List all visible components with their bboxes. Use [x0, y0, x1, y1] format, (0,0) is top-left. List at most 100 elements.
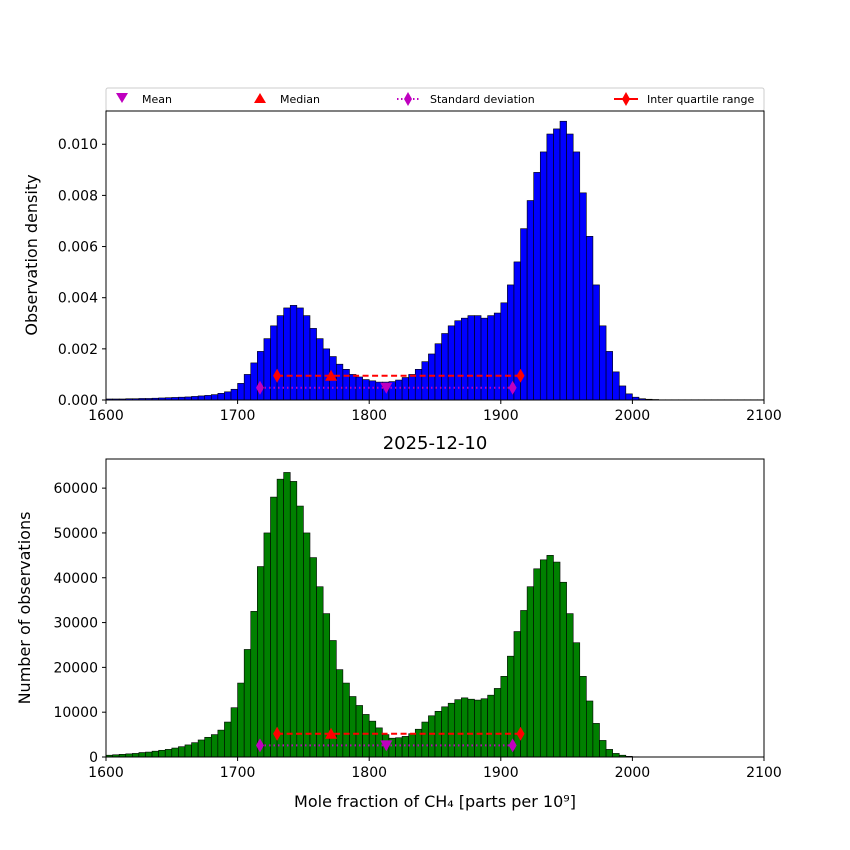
- count-bar: [237, 682, 245, 758]
- count-x-axis: 1600 1700 1800 1900 2000 2100: [88, 757, 782, 781]
- density-x-tick-label: 1600: [88, 408, 124, 424]
- count-bar: [349, 696, 357, 758]
- density-bar: [480, 317, 488, 401]
- density-bar: [263, 338, 271, 401]
- count-bar: [171, 747, 179, 758]
- density-x-tick-label: 1700: [220, 408, 256, 424]
- density-histogram-plot: 1600 1700 1800 1900 2000 2100 0.000 0.002 0.004…: [22, 110, 782, 424]
- density-bar: [500, 302, 508, 401]
- count-bar: [191, 742, 199, 758]
- count-bar: [553, 561, 561, 758]
- density-bar: [217, 393, 225, 401]
- density-bar: [368, 380, 377, 401]
- density-bar: [526, 200, 534, 401]
- density-bar: [362, 379, 370, 401]
- density-y-tick-label: 0.006: [58, 240, 98, 256]
- density-bar: [414, 369, 423, 401]
- density-x-axis: 1600 1700 1800 1900 2000 2100: [88, 400, 782, 424]
- count-bar: [579, 676, 587, 758]
- count-y-tick-label: 60000: [53, 481, 98, 497]
- count-bar: [447, 702, 456, 758]
- count-bar: [257, 566, 265, 758]
- density-bar: [237, 383, 245, 401]
- count-bar: [184, 744, 192, 758]
- density-bar: [421, 361, 429, 401]
- count-axes-frame: [105, 458, 765, 758]
- density-bar: [559, 120, 567, 401]
- density-bar: [270, 325, 278, 401]
- density-bar: [197, 395, 205, 401]
- density-y-tick-label: 0.008: [58, 188, 98, 204]
- density-bar: [296, 307, 304, 401]
- count-bar: [480, 698, 488, 758]
- density-bar: [230, 388, 238, 401]
- count-y-axis-label: Number of observations: [15, 512, 34, 705]
- count-y-tick-label: 40000: [53, 571, 98, 587]
- density-bar: [625, 393, 633, 401]
- density-bar: [191, 396, 199, 401]
- count-bar: [250, 611, 258, 758]
- density-bar: [243, 374, 252, 401]
- count-y-tick-label: 10000: [53, 705, 98, 721]
- count-bar: [210, 734, 219, 758]
- density-bar: [539, 151, 548, 401]
- count-bar: [263, 532, 271, 758]
- count-bar: [401, 736, 409, 758]
- count-median-marker: [325, 727, 338, 739]
- count-bar: [546, 555, 554, 758]
- count-x-tick-label: 1900: [483, 765, 519, 781]
- count-x-tick-label: 2100: [746, 765, 782, 781]
- density-x-tick-label: 2100: [746, 408, 782, 424]
- count-bar: [303, 532, 311, 758]
- density-bar: [210, 394, 219, 401]
- count-bar: [309, 557, 317, 758]
- count-bar: [355, 705, 363, 758]
- legend-iqr-marker: [622, 92, 630, 106]
- legend-median-label: Median: [280, 93, 320, 106]
- density-y-axis: 0.000 0.002 0.004 0.006 0.008 0.010: [58, 137, 106, 409]
- density-std-marker-low: [255, 380, 264, 395]
- count-y-tick-label: 0: [89, 750, 98, 766]
- density-y-tick-label: 0.004: [58, 291, 98, 307]
- count-bar: [533, 568, 541, 758]
- density-bar: [546, 133, 554, 401]
- count-bar: [197, 739, 205, 758]
- count-bar: [283, 472, 291, 758]
- count-bar: [599, 740, 607, 758]
- density-bars: [105, 120, 765, 401]
- count-bar: [289, 481, 298, 758]
- density-x-tick-label: 1800: [351, 408, 387, 424]
- legend-iqr-label: Inter quartile range: [647, 93, 754, 106]
- density-axes-frame: [105, 110, 765, 401]
- density-bar: [599, 325, 607, 401]
- count-bar: [138, 752, 146, 758]
- density-bar: [204, 395, 212, 401]
- density-bar: [335, 363, 344, 401]
- density-bar: [566, 133, 574, 401]
- density-bar: [289, 305, 298, 401]
- count-bar: [329, 640, 337, 758]
- count-bar: [467, 698, 475, 758]
- count-bar: [395, 737, 403, 758]
- count-bar: [132, 753, 140, 758]
- density-bar: [474, 315, 482, 401]
- density-bar: [250, 362, 258, 401]
- count-bar: [572, 642, 581, 758]
- density-bar: [572, 151, 581, 401]
- count-bar: [362, 714, 370, 758]
- count-x-tick-label: 1800: [351, 765, 387, 781]
- density-median-marker: [325, 369, 338, 381]
- count-bars: [105, 472, 653, 758]
- count-iqr-marker-high: [516, 726, 525, 741]
- count-histogram-plot: 2025-12-10 1600 1700 1800 1900 2000 2100 0 100…: [15, 433, 782, 811]
- count-bar: [368, 720, 377, 758]
- density-bar: [316, 338, 324, 401]
- count-iqr-marker-low: [273, 726, 282, 741]
- density-bar: [579, 192, 587, 401]
- legend-median-marker: [254, 93, 266, 103]
- count-bar: [421, 721, 429, 758]
- density-iqr-marker-high: [516, 368, 525, 383]
- count-bar: [487, 694, 495, 758]
- count-bar: [493, 688, 502, 758]
- count-y-tick-label: 20000: [53, 660, 98, 676]
